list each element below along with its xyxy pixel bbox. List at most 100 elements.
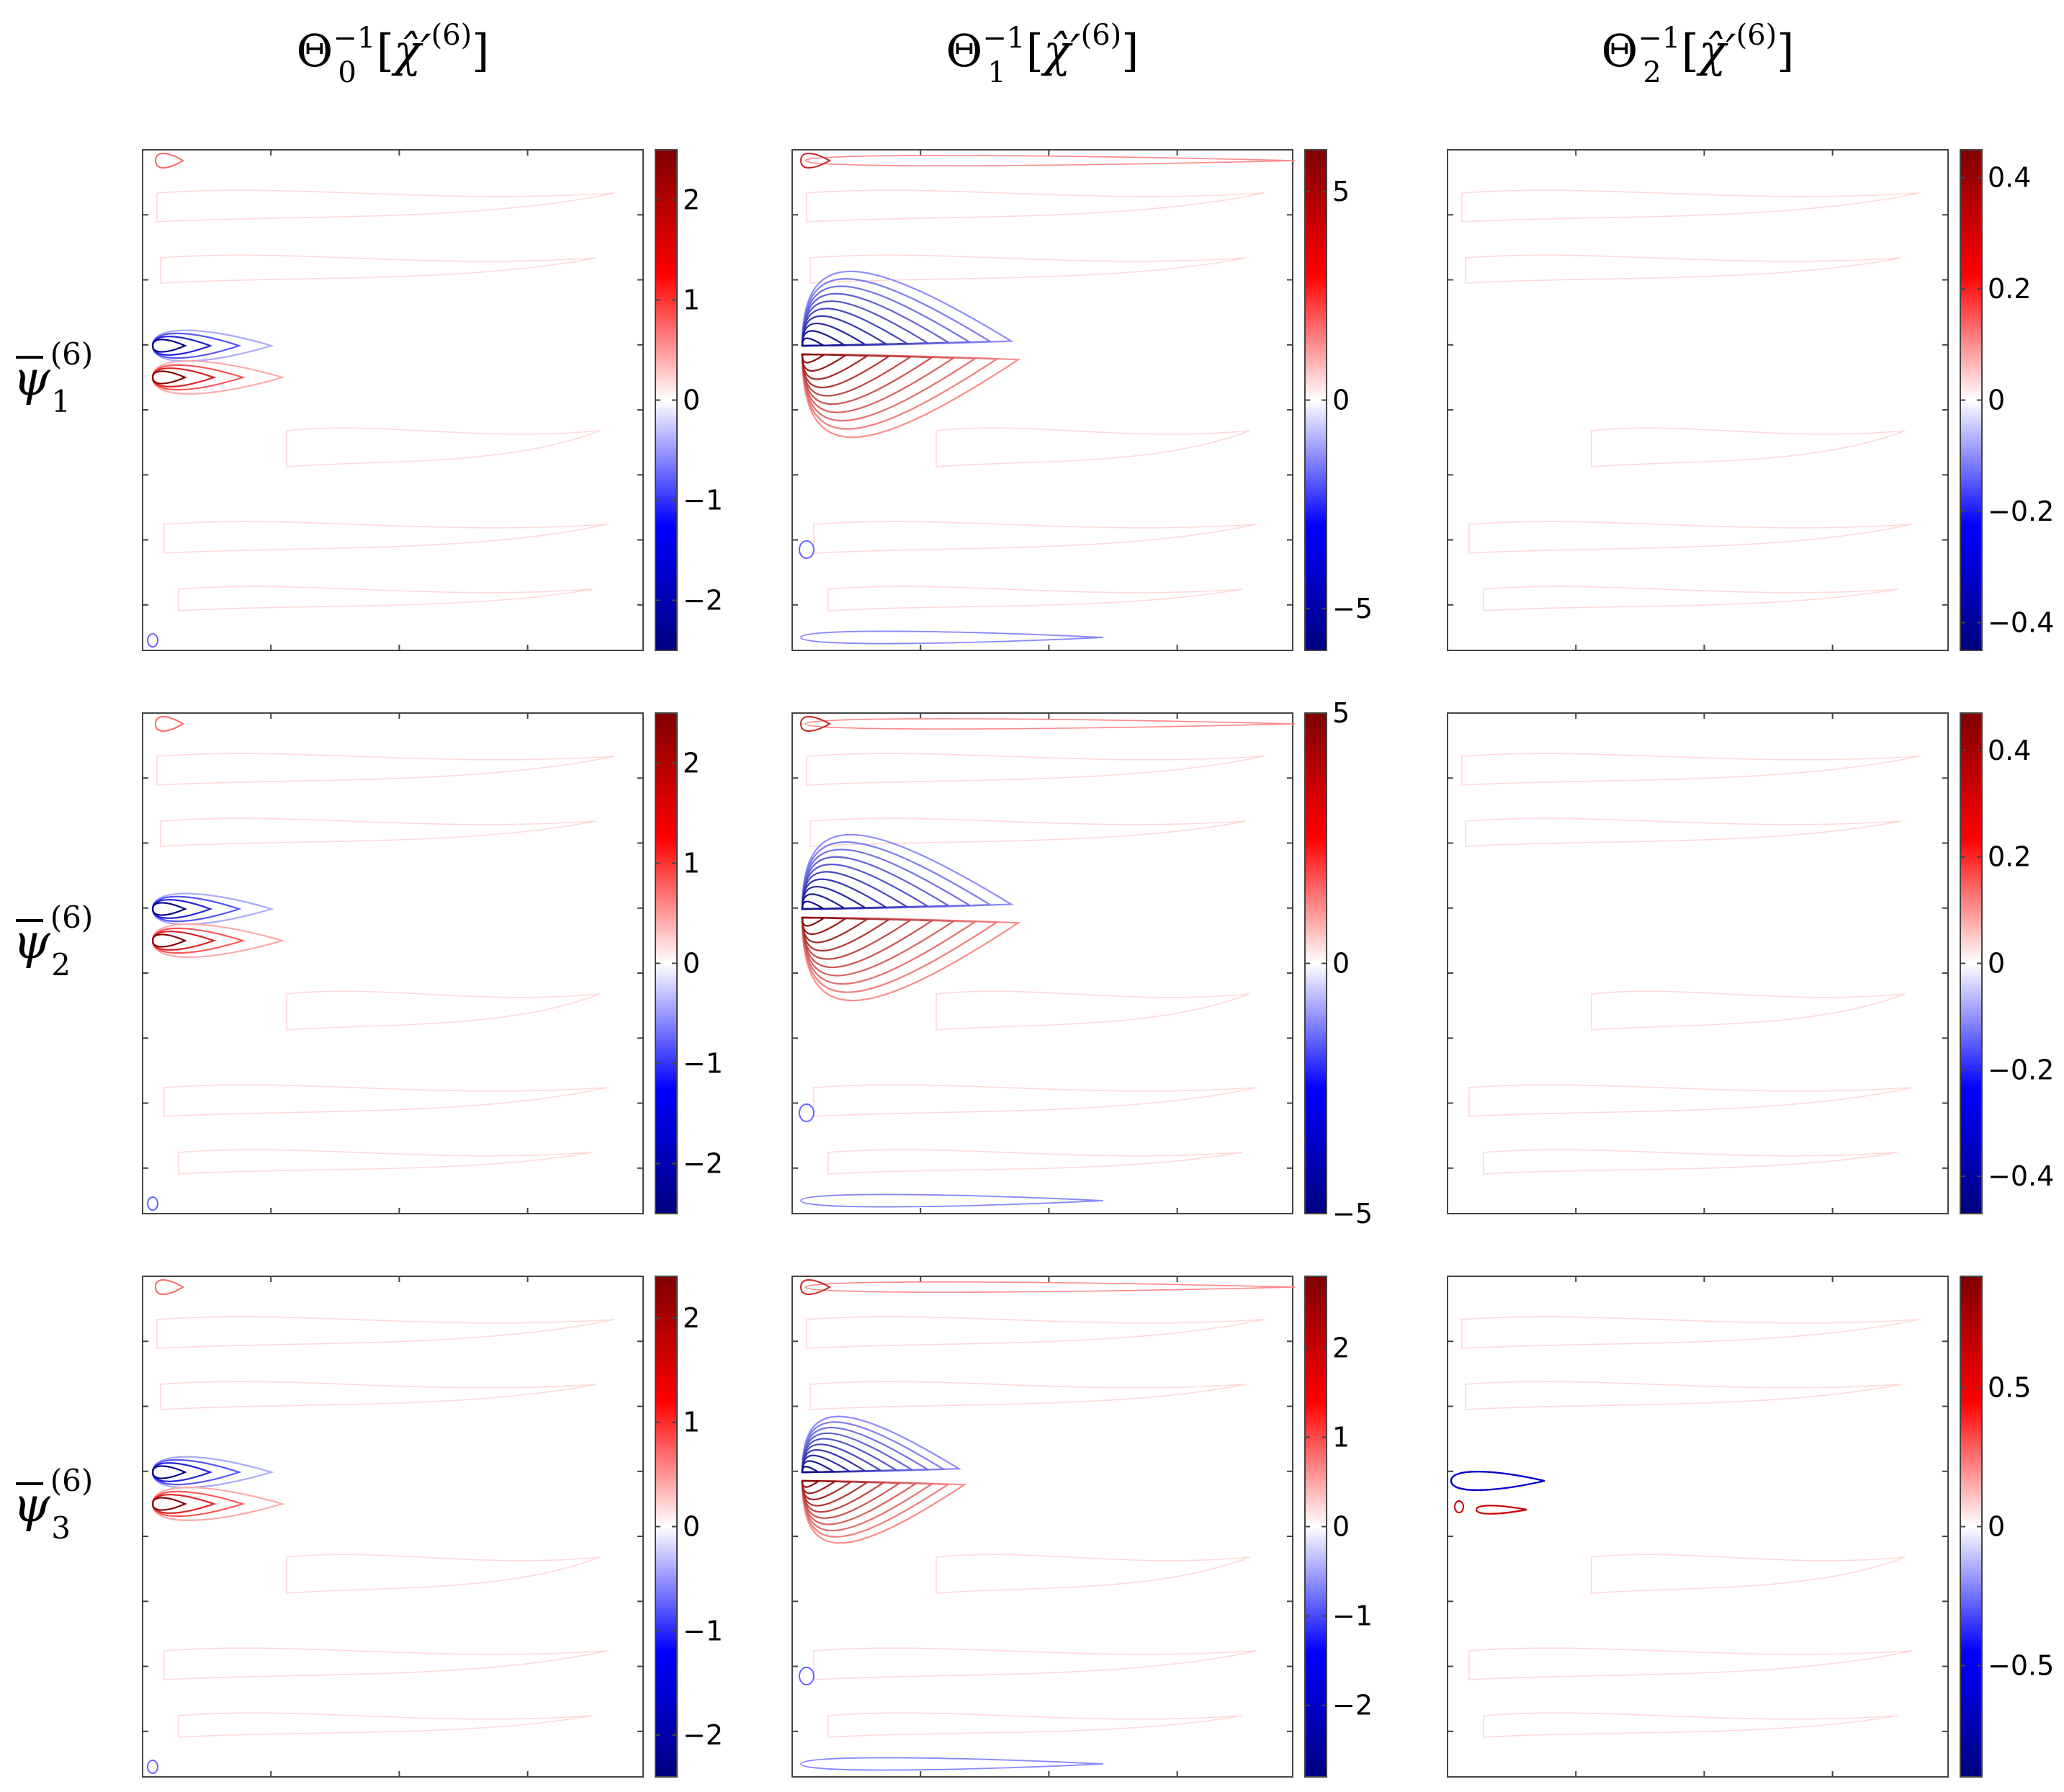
positive-contour [1475, 1505, 1527, 1515]
edge-contour [800, 1757, 1104, 1771]
colorbar-tick-label: 1 [683, 848, 700, 879]
edge-contour [804, 718, 1296, 730]
plot-area [142, 712, 644, 1214]
faint-contour [813, 1084, 1257, 1117]
panel-r2-c2: −5 0 5 [791, 697, 1373, 1229]
colorbar-tick-label: 0.2 [1988, 273, 2031, 305]
colorbar-tick-label: −1 [683, 1048, 723, 1080]
colorbar-tick-label: −0.2 [1988, 1054, 2054, 1085]
colorbar-tick-label: 0 [1332, 1511, 1350, 1543]
corner-contour [147, 1760, 158, 1774]
faint-contour [806, 1316, 1265, 1349]
colorbar-tick-label: −5 [1332, 1198, 1373, 1229]
colorbar-tick-label: 0 [683, 385, 700, 416]
colorbar-tick-label: 1 [1332, 1421, 1350, 1453]
faint-contour [1468, 521, 1913, 554]
plot-area [791, 1276, 1293, 1778]
edge-contour [804, 1281, 1296, 1293]
colorbar-tick-label: 0.4 [1988, 162, 2031, 194]
corner-contour [799, 1667, 815, 1685]
negative-contour [151, 1462, 213, 1482]
positive-contour [151, 923, 285, 958]
colorbar-tick-label: −0.5 [1988, 1650, 2054, 1682]
colorbar-tick-label: 5 [1332, 697, 1350, 729]
colorbar-tick-label: 0 [1332, 385, 1350, 416]
corner-contour [799, 540, 815, 559]
positive-contour [801, 353, 827, 364]
edge-contour [799, 153, 832, 169]
faint-contour [1461, 753, 1920, 786]
colorbar-tick-label: −2 [683, 1148, 723, 1180]
row-title-1: ψ(6) 1 [13, 336, 93, 419]
faint-contour [160, 254, 597, 284]
negative-contour [151, 892, 274, 926]
negative-contour [801, 900, 826, 910]
faint-contour [163, 521, 608, 554]
positive-contour [151, 367, 217, 387]
edge-contour [800, 1193, 1104, 1208]
positive-contour [151, 370, 187, 385]
faint-contour [827, 1149, 1243, 1175]
plot-area [1447, 149, 1949, 651]
faint-contour [809, 817, 1247, 847]
faint-contour [809, 1381, 1247, 1410]
faint-contour [156, 1316, 615, 1349]
faint-contour [1483, 1149, 1898, 1175]
colorbar-tick-label: −1 [683, 485, 723, 516]
colorbar-tick-label: 0.4 [1988, 735, 2031, 766]
colorbar-tick-label: −0.4 [1988, 1160, 2054, 1192]
faint-contour [178, 1149, 593, 1175]
colorbar-tick-label: 5 [1332, 176, 1350, 207]
colorbar-tick-label: −0.4 [1988, 606, 2054, 638]
colorbar-tick-label: 2 [683, 748, 700, 779]
colorbar-tick-label: 0 [1988, 948, 2005, 980]
colorbar-tick-label: 1 [683, 285, 700, 316]
colorbar-tick-label: 1 [683, 1407, 700, 1438]
faint-contour [827, 1712, 1243, 1738]
colorbar-tick-label: 0 [683, 948, 700, 980]
edge-contour [799, 716, 832, 732]
panel-r1-c1: −2 −1 0 1 2 [142, 149, 723, 651]
colorbar-tick-label: 0.5 [1988, 1371, 2031, 1403]
edge-contour [800, 630, 1104, 645]
negative-contour [1450, 1470, 1545, 1492]
colorbar-tick-label: −2 [683, 1719, 723, 1751]
plot-area [791, 712, 1293, 1214]
faint-contour [156, 753, 615, 786]
corner-contour [147, 1196, 158, 1211]
plot-area [142, 1276, 644, 1778]
positive-contour [151, 1490, 246, 1518]
faint-contour [1483, 1712, 1898, 1738]
plot-area [142, 149, 644, 651]
faint-contour [813, 521, 1257, 554]
faint-contour [163, 1647, 608, 1680]
positive-contour [151, 360, 285, 395]
faint-contour [163, 1084, 608, 1117]
faint-contour [935, 1554, 1250, 1594]
faint-contour [806, 189, 1265, 223]
column-title-2: Θ−1 1 [χ̂′(6)] [946, 19, 1139, 89]
column-title-1: Θ−1 0 [χ̂′(6)] [297, 19, 490, 89]
colorbar-tick-label: 0 [1988, 1511, 2005, 1543]
positive-contour [151, 933, 187, 948]
positive-contour [151, 931, 217, 951]
faint-contour [813, 1647, 1257, 1680]
edge-contour [799, 1279, 832, 1295]
negative-contour [151, 902, 187, 916]
colorbar-tick-label: 0.2 [1988, 841, 2031, 873]
faint-contour [178, 1712, 593, 1738]
corner-contour [154, 153, 184, 169]
colorbar-tick-label: 0 [1332, 948, 1350, 980]
negative-contour [151, 895, 242, 923]
panel-r2-c3: −0.4 −0.2 0 0.2 0.4 [1447, 712, 2054, 1214]
corner-contour [147, 633, 158, 648]
faint-contour [1461, 189, 1920, 223]
corner-contour [799, 1103, 815, 1122]
row-title-3: ψ(6) 3 [13, 1463, 93, 1546]
faint-contour [1591, 427, 1906, 467]
positive-contour [151, 927, 246, 954]
row-title-2: ψ(6) 2 [13, 900, 93, 982]
corner-contour [154, 716, 184, 732]
faint-contour [156, 189, 615, 223]
faint-contour [178, 586, 593, 611]
